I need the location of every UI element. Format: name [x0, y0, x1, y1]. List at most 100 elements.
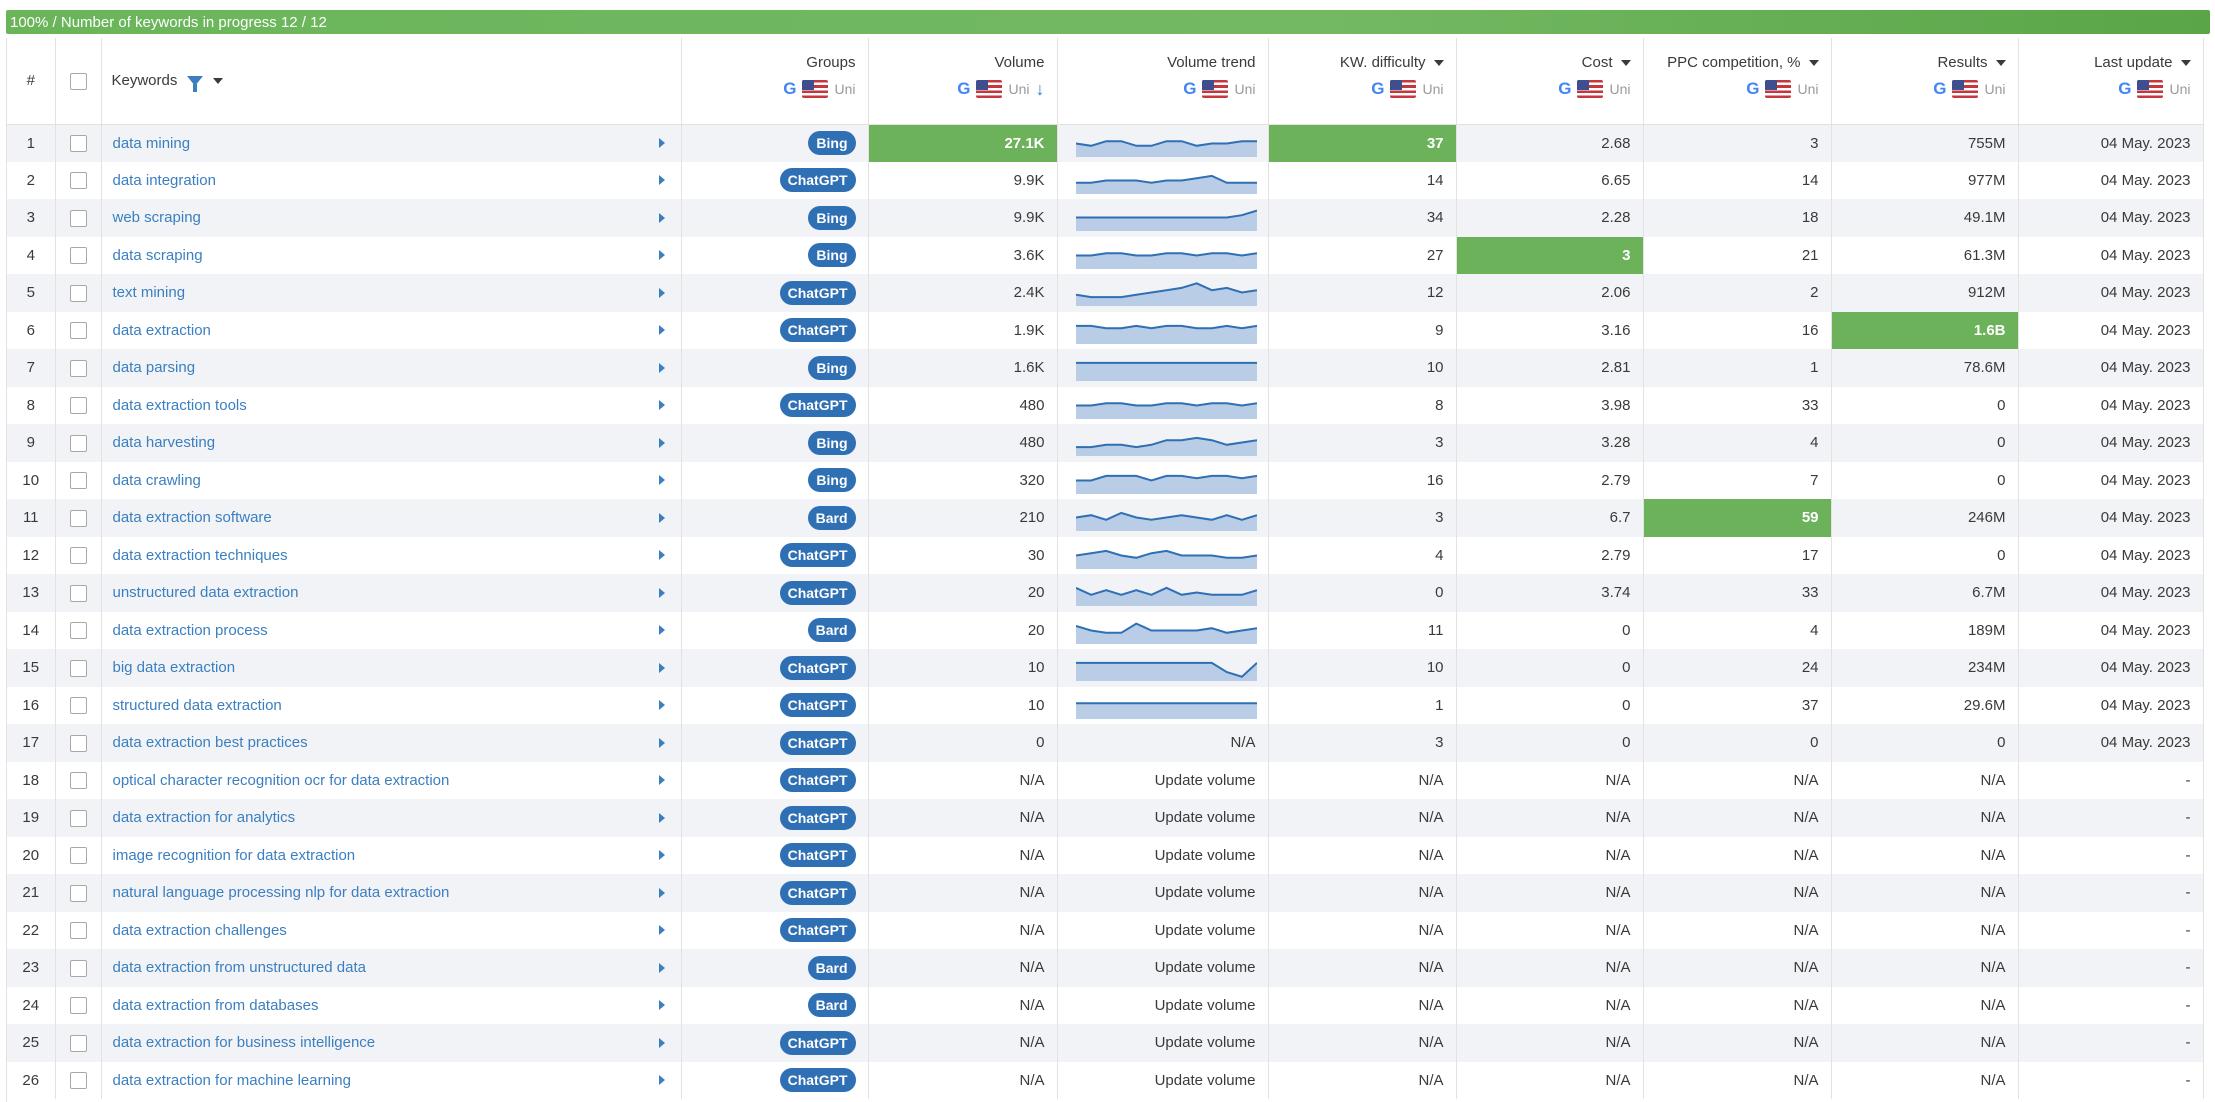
row-checkbox[interactable] [69, 884, 87, 902]
table-row[interactable]: 4 data scraping Bing 3.6K 27 3 21 61.3M 04 May. … [7, 236, 2204, 274]
group-badge[interactable]: Bard [807, 955, 856, 980]
expand-arrow-icon[interactable] [658, 475, 665, 486]
expand-arrow-icon[interactable] [658, 437, 665, 448]
expand-arrow-icon[interactable] [658, 287, 665, 298]
group-badge[interactable]: ChatGPT [779, 580, 856, 605]
table-row[interactable]: 15 big data extraction ChatGPT 10 10 0 24 234M 0… [7, 649, 2204, 687]
col-header-volume[interactable]: Volume G Uni ↓ [868, 38, 1058, 125]
keyword-link[interactable]: data extraction for business intelligenc… [112, 1034, 376, 1052]
col-header-last-update[interactable]: Last update G Uni [2018, 38, 2204, 125]
col-header-volume-trend[interactable]: Volume trend G Uni [1057, 38, 1269, 125]
group-badge[interactable]: Bard [807, 505, 856, 530]
cost-caret-icon[interactable] [1620, 59, 1631, 66]
table-row[interactable]: 5 text mining ChatGPT 2.4K 12 2.06 2 912M 04 May… [7, 274, 2204, 312]
row-checkbox[interactable] [69, 322, 87, 340]
expand-arrow-icon[interactable] [658, 1000, 665, 1011]
expand-arrow-icon[interactable] [658, 175, 665, 186]
last-update-caret-icon[interactable] [2180, 59, 2191, 66]
row-checkbox[interactable] [69, 134, 87, 152]
row-checkbox[interactable] [69, 247, 87, 265]
keyword-link[interactable]: data extraction techniques [112, 546, 288, 564]
row-checkbox[interactable] [69, 997, 87, 1015]
ppc-caret-icon[interactable] [1808, 59, 1819, 66]
row-checkbox[interactable] [69, 397, 87, 415]
row-checkbox[interactable] [69, 359, 87, 377]
table-row[interactable]: 25 data extraction for business intellige… [7, 1024, 2204, 1062]
keyword-link[interactable]: text mining [112, 284, 186, 302]
table-row[interactable]: 19 data extraction for analytics ChatGPT N/… [7, 799, 2204, 837]
row-checkbox[interactable] [69, 584, 87, 602]
results-caret-icon[interactable] [1995, 59, 2006, 66]
table-row[interactable]: 9 data harvesting Bing 480 3 3.28 4 0 04 May. 20… [7, 424, 2204, 462]
expand-arrow-icon[interactable] [658, 400, 665, 411]
table-row[interactable]: 20 image recognition for data extraction C… [7, 836, 2204, 874]
group-badge[interactable]: Bing [808, 355, 856, 380]
col-header-ppc[interactable]: PPC competition, % G Uni [1643, 38, 1832, 125]
table-row[interactable]: 21 natural language processing nlp for da… [7, 874, 2204, 912]
expand-arrow-icon[interactable] [658, 1037, 665, 1048]
keyword-link[interactable]: data extraction from unstructured data [112, 959, 366, 977]
table-row[interactable]: 2 data integration ChatGPT 9.9K 14 6.65 14 977M… [7, 161, 2204, 199]
filter-icon[interactable] [187, 75, 204, 92]
group-badge[interactable]: Bing [808, 205, 856, 230]
keyword-link[interactable]: natural language processing nlp for data… [112, 884, 450, 902]
keyword-link[interactable]: data extraction process [112, 621, 268, 639]
select-all-checkbox[interactable] [69, 72, 87, 90]
row-checkbox[interactable] [69, 697, 87, 715]
group-badge[interactable]: Bing [808, 468, 856, 493]
group-badge[interactable]: ChatGPT [779, 693, 856, 718]
group-badge[interactable]: ChatGPT [779, 730, 856, 755]
group-badge[interactable]: ChatGPT [779, 918, 856, 943]
col-header-kw-difficulty[interactable]: KW. difficulty G Uni [1268, 38, 1457, 125]
row-checkbox[interactable] [69, 922, 87, 940]
col-header-cost[interactable]: Cost G Uni [1456, 38, 1644, 125]
row-checkbox[interactable] [69, 284, 87, 302]
row-checkbox[interactable] [69, 734, 87, 752]
group-badge[interactable]: ChatGPT [779, 280, 856, 305]
expand-arrow-icon[interactable] [658, 850, 665, 861]
col-header-groups[interactable]: Groups G Uni [681, 38, 869, 125]
group-badge[interactable]: ChatGPT [779, 1068, 856, 1093]
row-checkbox[interactable] [69, 1034, 87, 1052]
row-checkbox[interactable] [69, 172, 87, 190]
expand-arrow-icon[interactable] [658, 587, 665, 598]
table-row[interactable]: 6 data extraction ChatGPT 1.9K 9 3.16 16 1.6B 04… [7, 311, 2204, 349]
row-checkbox[interactable] [69, 772, 87, 790]
group-badge[interactable]: ChatGPT [779, 655, 856, 680]
row-checkbox[interactable] [69, 809, 87, 827]
group-badge[interactable]: ChatGPT [779, 543, 856, 568]
col-header-results[interactable]: Results G Uni [1831, 38, 2019, 125]
row-checkbox[interactable] [69, 434, 87, 452]
table-row[interactable]: 3 web scraping Bing 9.9K 34 2.28 18 49.1M 04 May… [7, 199, 2204, 237]
expand-arrow-icon[interactable] [658, 737, 665, 748]
keyword-link[interactable]: data integration [112, 171, 216, 189]
keyword-link[interactable]: data extraction best practices [112, 734, 308, 752]
group-badge[interactable]: ChatGPT [779, 843, 856, 868]
table-row[interactable]: 22 data extraction challenges ChatGPT N/A Up… [7, 911, 2204, 949]
table-row[interactable]: 18 optical character recognition ocr for … [7, 761, 2204, 799]
group-badge[interactable]: Bing [808, 131, 856, 155]
keyword-link[interactable]: data extraction tools [112, 396, 247, 414]
keyword-link[interactable]: data crawling [112, 471, 201, 489]
group-badge[interactable]: ChatGPT [779, 168, 856, 193]
keyword-link[interactable]: data extraction [112, 321, 211, 339]
expand-arrow-icon[interactable] [658, 812, 665, 823]
table-row[interactable]: 13 unstructured data extraction ChatGPT 20 0… [7, 574, 2204, 612]
table-row[interactable]: 7 data parsing Bing 1.6K 10 2.81 1 78.6M 04 May.… [7, 349, 2204, 387]
table-row[interactable]: 11 data extraction software Bard 210 3 6.7 59 2… [7, 499, 2204, 537]
row-checkbox[interactable] [69, 847, 87, 865]
group-badge[interactable]: ChatGPT [779, 805, 856, 830]
row-checkbox[interactable] [69, 509, 87, 527]
group-badge[interactable]: Bard [807, 993, 856, 1018]
keyword-link[interactable]: optical character recognition ocr for da… [112, 771, 450, 789]
row-checkbox[interactable] [69, 659, 87, 677]
keywords-table-container[interactable]: # Keywords Groups G Uni Volume G Uni ↓ [6, 38, 2206, 1102]
expand-arrow-icon[interactable] [658, 138, 665, 148]
table-row[interactable]: 10 data crawling Bing 320 16 2.79 7 0 04 May. 20… [7, 461, 2204, 499]
expand-arrow-icon[interactable] [658, 325, 665, 336]
group-badge[interactable]: ChatGPT [779, 768, 856, 793]
expand-arrow-icon[interactable] [658, 887, 665, 898]
expand-arrow-icon[interactable] [658, 625, 665, 636]
table-row[interactable]: 17 data extraction best practices ChatGPT 0… [7, 724, 2204, 762]
keyword-link[interactable]: data extraction from databases [112, 996, 319, 1014]
